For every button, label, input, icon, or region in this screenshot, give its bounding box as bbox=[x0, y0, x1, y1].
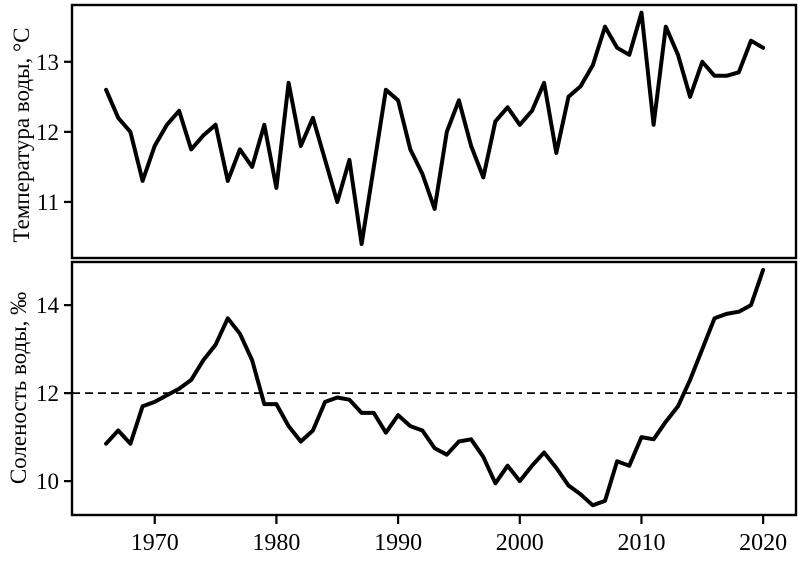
x-tick-label: 1970 bbox=[131, 530, 179, 556]
x-tick-label: 2000 bbox=[496, 530, 544, 556]
y-tick-label-water-temperature: 11 bbox=[37, 190, 59, 215]
x-tick-label: 2010 bbox=[617, 530, 665, 556]
panel-frame-water-salinity bbox=[70, 260, 798, 517]
x-tick-label: 1990 bbox=[374, 530, 422, 556]
y-tick-label-water-temperature: 12 bbox=[36, 120, 59, 145]
generated-chart-layer: 11 12 13 10 12 14 1970 1980 1990 2000 2010 2020 bbox=[36, 3, 798, 556]
water-salinity-line bbox=[104, 267, 766, 508]
y-tick-label-water-temperature: 13 bbox=[36, 50, 59, 75]
water-temperature-line bbox=[104, 10, 766, 246]
x-tick-label: 1980 bbox=[252, 530, 300, 556]
y-tick-label-water-salinity: 14 bbox=[36, 293, 60, 318]
y-tick-label-water-salinity: 10 bbox=[36, 469, 59, 494]
y-tick-label-water-salinity: 12 bbox=[36, 381, 59, 406]
x-tick-label: 2020 bbox=[739, 530, 787, 556]
salinity-y-axis-title: Соленость воды, ‰ bbox=[6, 292, 31, 484]
temperature-y-axis-title: Температура воды, °C bbox=[9, 27, 34, 242]
